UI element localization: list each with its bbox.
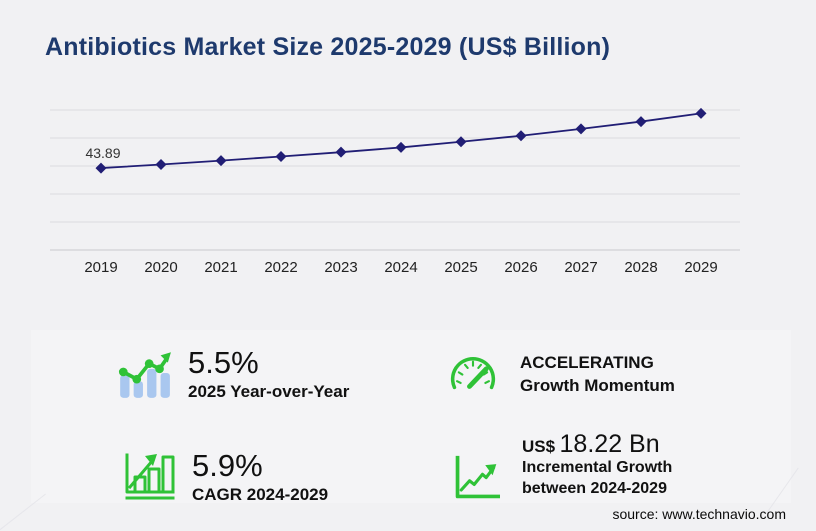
data-point-marker [155, 159, 167, 171]
market-size-series-line [100, 112, 702, 169]
data-point-marker [95, 162, 107, 174]
data-point-marker [215, 155, 227, 167]
stat-growth-momentum: ACCELERATING Growth Momentum [448, 352, 675, 403]
yoy-value: 5.5% [188, 345, 259, 380]
bar-chart-arrow-icon [121, 448, 177, 507]
stats-panel: 5.5% 2025 Year-over-Year ACCELE [31, 330, 791, 504]
line-chart-canvas: 2019 2020 2021 2022 2023 2024 2025 2026 2027 2028… [50, 107, 740, 276]
momentum-label: Growth Momentum [520, 375, 675, 395]
line-chart-arrow-icon [452, 432, 500, 507]
x-axis-tick-label: 2024 [384, 259, 417, 276]
yoy-label: 2025 Year-over-Year [188, 381, 350, 401]
x-axis-tick-label: 2021 [204, 259, 237, 276]
x-axis-tick-label: 2025 [444, 259, 477, 276]
data-point-marker [695, 107, 707, 119]
incremental-label-line2: between 2024-2029 [522, 480, 667, 498]
stat-cagr: 5.9% CAGR 2024-2029 [121, 448, 328, 507]
cagr-label: CAGR 2024-2029 [192, 484, 329, 504]
data-point-marker [275, 150, 287, 162]
x-axis-tick-label: 2023 [324, 259, 357, 276]
data-point-marker [455, 136, 467, 148]
market-size-line-chart: 2019 2020 2021 2022 2023 2024 2025 2026 2027 2028… [40, 95, 750, 280]
momentum-status: ACCELERATING [520, 353, 654, 372]
data-point-marker [515, 130, 527, 142]
stat-incremental-growth: US$ 18.22 Bn Incremental Growth between … [452, 432, 672, 507]
data-point-marker [335, 146, 347, 158]
data-point-value-label: 43.89 [85, 145, 120, 161]
bar-line-growth-icon [115, 345, 173, 408]
page-title: Antibiotics Market Size 2025-2029 (US$ B… [45, 32, 611, 61]
x-axis-tick-label: 2019 [84, 259, 117, 276]
x-axis-tick-label: 2022 [264, 259, 297, 276]
data-point-marker [635, 116, 647, 128]
cagr-value: 5.9% [192, 448, 263, 483]
source-attribution: source: www.technavio.com [612, 506, 786, 522]
currency-prefix: US$ [522, 437, 556, 456]
x-axis-tick-label: 2020 [144, 259, 177, 276]
incremental-label-line1: Incremental Growth [522, 459, 673, 476]
x-axis-tick-label: 2026 [504, 259, 537, 276]
x-axis-tick-label: 2027 [564, 259, 597, 276]
data-point-marker [395, 141, 407, 153]
incremental-value-line: US$ 18.22 Bn [522, 432, 672, 457]
x-axis-tick-label: 2028 [624, 259, 657, 276]
decorative-diagonal-line [0, 493, 46, 531]
incremental-value: 18.22 Bn [559, 430, 660, 458]
x-axis-tick-label: 2029 [684, 259, 717, 276]
speedometer-icon [448, 352, 498, 403]
stat-yoy-growth: 5.5% 2025 Year-over-Year [115, 345, 349, 408]
data-point-marker [575, 123, 587, 135]
